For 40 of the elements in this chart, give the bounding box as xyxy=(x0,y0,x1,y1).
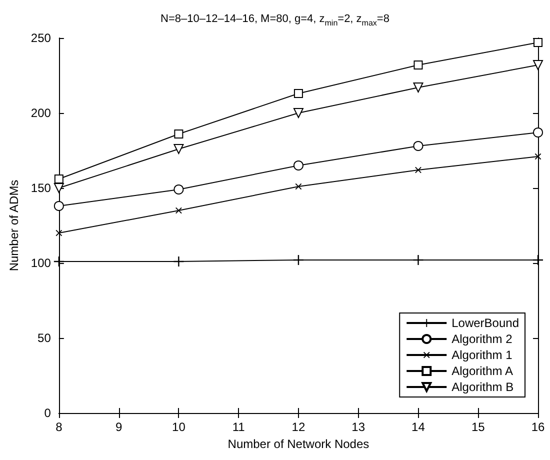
point xyxy=(174,130,184,138)
point xyxy=(534,153,542,160)
point xyxy=(174,256,184,266)
x-tick-label: 13 xyxy=(352,420,366,434)
y-axis-title: Number of ADMs xyxy=(7,180,21,272)
point xyxy=(295,183,302,190)
x-axis-title: Number of Network Nodes xyxy=(228,436,370,451)
point xyxy=(413,82,424,92)
legend-label: Algorithm A xyxy=(452,364,513,378)
point xyxy=(293,108,304,118)
point xyxy=(293,160,304,170)
y-tick-label: 250 xyxy=(30,31,52,45)
x-tick-label: 16 xyxy=(531,420,545,434)
point xyxy=(56,230,62,236)
x-tick-label: 10 xyxy=(172,420,186,434)
point xyxy=(414,60,423,70)
y-tick-label: 100 xyxy=(30,256,52,270)
point xyxy=(54,201,64,211)
x-tick-label: 9 xyxy=(115,420,122,434)
point xyxy=(413,255,424,265)
y-tick-label: 150 xyxy=(30,181,52,195)
x-tick-label: 14 xyxy=(412,420,426,434)
point xyxy=(533,128,543,138)
point xyxy=(294,89,303,98)
point xyxy=(54,174,64,184)
x-tick-label: 12 xyxy=(292,420,306,434)
y-tick-label: 0 xyxy=(44,406,52,420)
point xyxy=(533,60,543,70)
legend-label: Algorithm B xyxy=(452,380,514,394)
legend-label: Algorithm 2 xyxy=(452,332,513,346)
y-tick-label: 50 xyxy=(38,331,52,345)
y-tick-label: 200 xyxy=(30,106,52,120)
x-tick-label: 11 xyxy=(232,420,246,434)
point xyxy=(174,144,184,154)
x-tick-label: 15 xyxy=(471,420,486,434)
legend-label: Algorithm 1 xyxy=(452,348,513,362)
legend-label: LowerBound xyxy=(452,316,520,330)
x-tick-label: 8 xyxy=(56,420,63,434)
point xyxy=(174,184,184,194)
point xyxy=(413,141,424,151)
